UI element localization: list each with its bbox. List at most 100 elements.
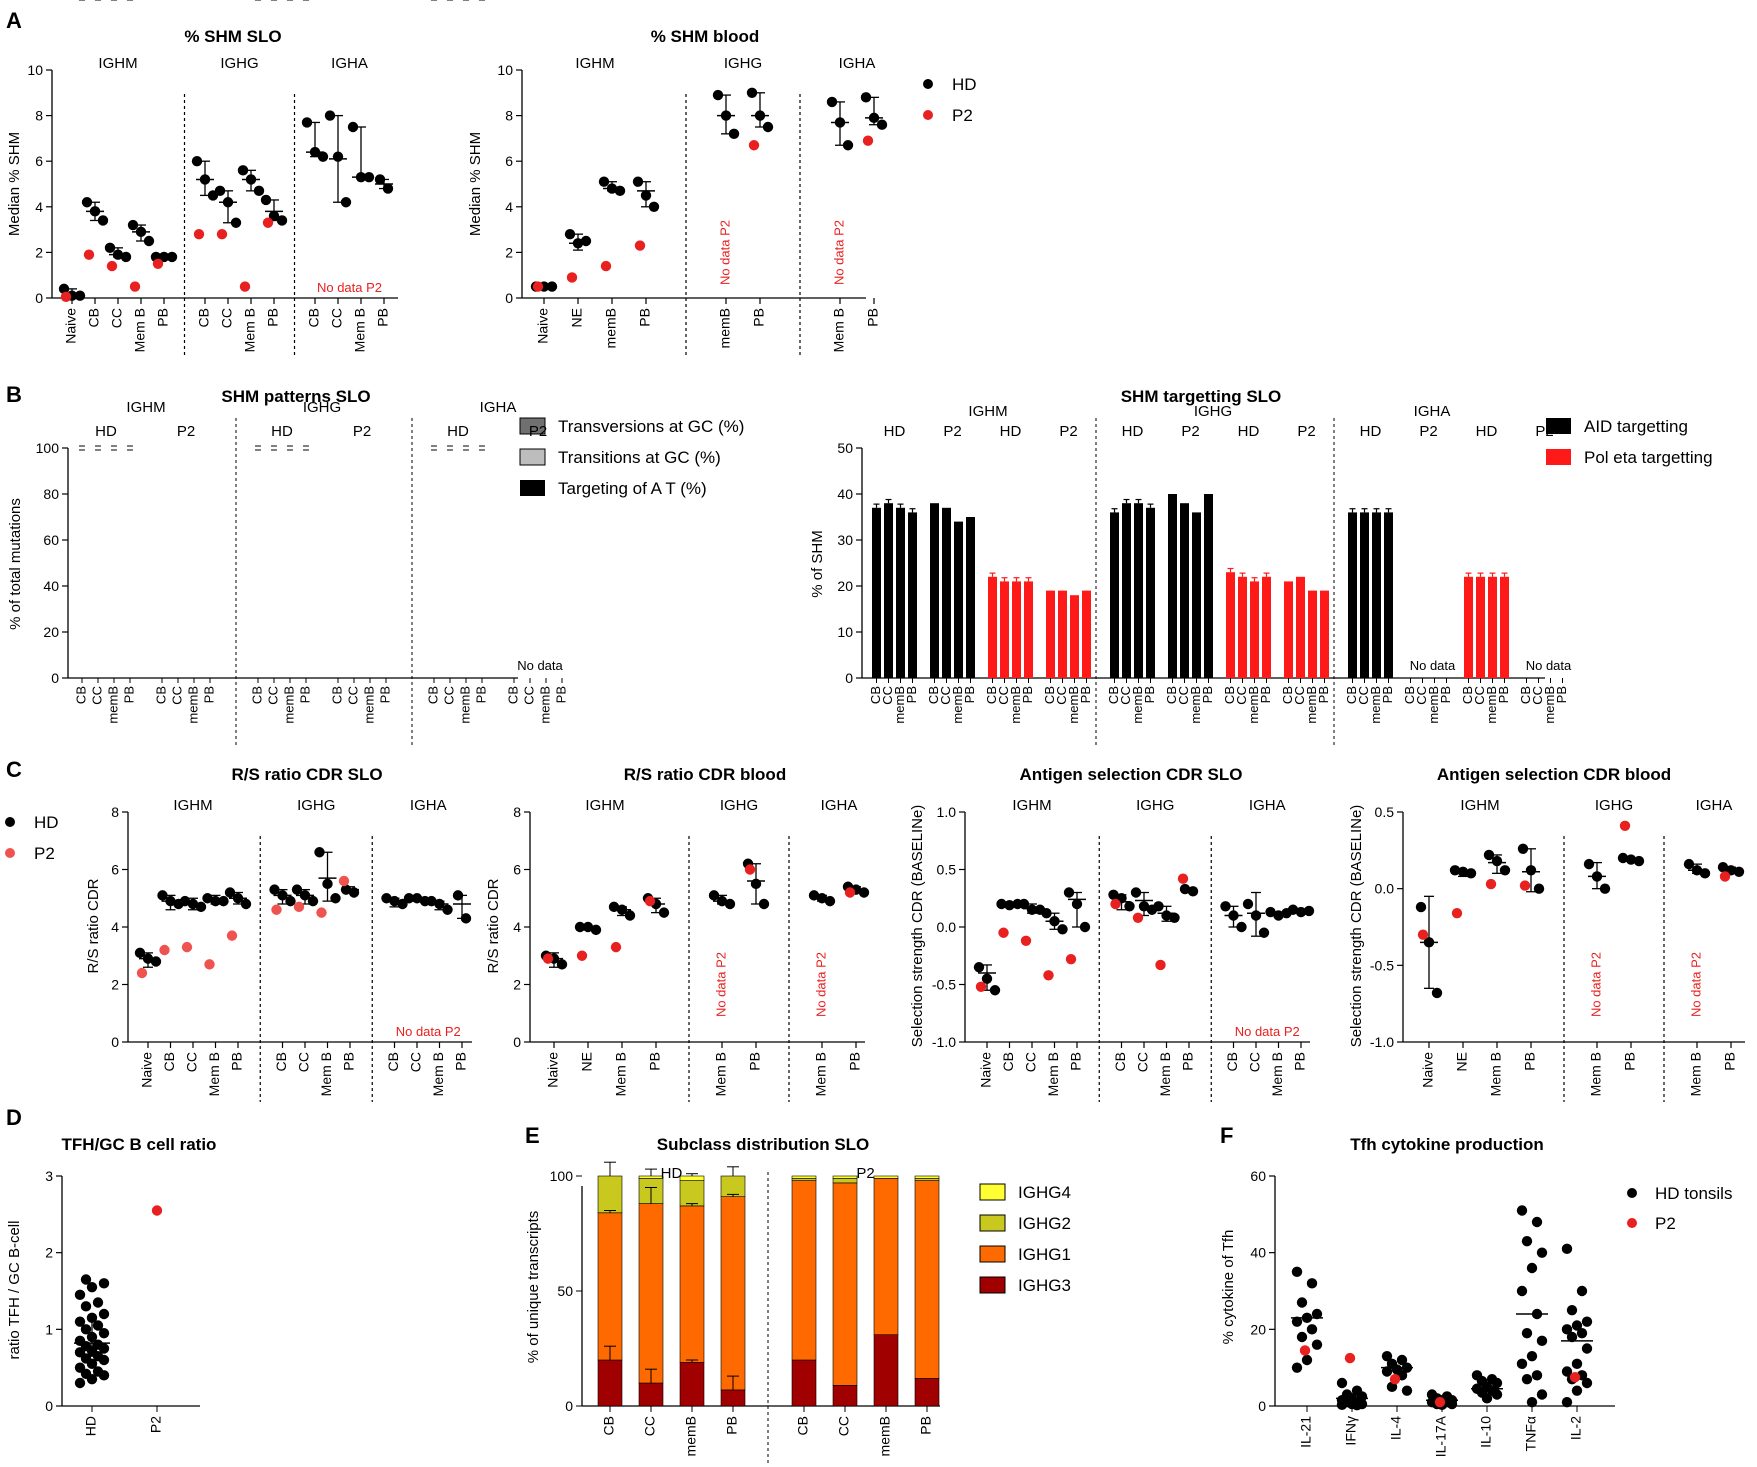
- chart-a2-p2-point: [532, 281, 544, 292]
- chart-title-c4: Antigen selection CDR blood: [1437, 765, 1671, 784]
- chart-c1-hd-point: [195, 901, 207, 913]
- legend-a-hd-label: HD: [952, 75, 977, 94]
- chart-e-bar-segment: [597, 1175, 623, 1214]
- chart-d-y-tick-label: 1: [45, 1321, 53, 1337]
- chart-c3-hd-point: [1049, 916, 1060, 927]
- chart-b2-bar: [1180, 503, 1189, 678]
- chart-a1-hd-point: [74, 290, 86, 301]
- chart-a2-hd-point: [720, 110, 732, 121]
- chart-e-bar-segment: [914, 1175, 940, 1179]
- chart-b2-block-label: P2: [1419, 423, 1437, 440]
- chart-b2-bar: [872, 507, 881, 678]
- chart-c3-hd-point: [1041, 908, 1052, 919]
- chart-a1-hd-point: [340, 197, 352, 208]
- chart-c2-hd-point: [716, 895, 728, 907]
- chart-b2-bar: [1000, 581, 1009, 678]
- chart-a1-p2-point: [60, 291, 72, 303]
- chart-a1-plot: 0 2 4 6 8 10 Naive CB CC Mem B PB IGHM CB CC Mem B PB IG…: [27, 55, 398, 358]
- chart-b1-x-tick-label: memB: [105, 686, 120, 724]
- chart-b2-plot: 01020304050CBCCmemBPBHDCBCCmemBPBP2CBCCm…: [837, 403, 1572, 748]
- chart-c1-x-tick-label: Mem B: [430, 1052, 446, 1096]
- chart-b2-bar: [930, 503, 939, 678]
- chart-b2-bar: [1146, 507, 1155, 678]
- ylabel-c2: R/S ratio CDR: [485, 878, 502, 973]
- chart-b2-x-tick-label: memB: [1008, 686, 1023, 724]
- chart-c4-group-label: IGHA: [1696, 797, 1733, 814]
- chart-a1-y-tick-label: 4: [35, 199, 43, 215]
- chart-c4-hd-point: [1691, 865, 1703, 876]
- chart-b1-y-tick-label: 60: [43, 532, 59, 548]
- chart-c4-x-tick-label: Mem B: [1588, 1052, 1604, 1096]
- chart-a1-x-tick-label: CC: [329, 308, 345, 328]
- chart-c3-x-tick-label: Mem B: [1157, 1052, 1173, 1096]
- chart-c4-hd-point: [1449, 865, 1461, 876]
- chart-c3-hd-point: [1057, 924, 1068, 935]
- panel-label-f: F: [1220, 1123, 1233, 1148]
- chart-a2-hd-point: [754, 110, 766, 121]
- chart-b2-x-tick-label: CC: [996, 686, 1011, 705]
- chart-c4-p2-point: [1485, 878, 1497, 890]
- chart-d-hd-point: [80, 1301, 92, 1312]
- chart-a1-hd-point: [97, 215, 109, 226]
- chart-e-bar-segment: [791, 1180, 817, 1361]
- chart-a1-hd-point: [276, 215, 288, 226]
- chart-b1-y-tick-label: 40: [43, 578, 59, 594]
- chart-b2-bar: [1238, 576, 1247, 678]
- chart-c3-hd-point: [1004, 899, 1015, 911]
- chart-a1-y-tick-label: 8: [35, 108, 43, 124]
- chart-d-hd-point: [74, 1335, 86, 1347]
- chart-b2-x-tick-label: CB: [868, 686, 883, 704]
- chart-c3-x-tick-label: CC: [1135, 1052, 1151, 1072]
- chart-a1-group-label: IGHM: [98, 55, 137, 72]
- chart-f-hd-point: [1581, 1316, 1593, 1327]
- chart-b2-x-tick-label: PB: [1380, 686, 1395, 703]
- legend-e-swatch-ighg2: [979, 1214, 1006, 1232]
- chart-b2-no-data-note: No data: [1410, 658, 1456, 673]
- legend-f-p2-label: P2: [1655, 1214, 1676, 1233]
- chart-a1-hd-point: [355, 171, 367, 183]
- chart-c4-hd-point: [1517, 843, 1529, 854]
- chart-b2-x-tick-label: PB: [1258, 686, 1273, 703]
- chart-c3-x-tick-label: Mem B: [1045, 1052, 1061, 1096]
- chart-a1-hd-point: [112, 249, 124, 260]
- chart-b2-no-data-note: No data: [1526, 658, 1572, 673]
- chart-b2-x-tick-label: CB: [984, 686, 999, 704]
- chart-b2-x-tick-label: PB: [1200, 686, 1215, 703]
- chart-f-hd-point: [1531, 1216, 1543, 1228]
- chart-c3-x-tick-label: Naive: [978, 1052, 994, 1088]
- chart-e-bar-segment: [914, 1378, 940, 1407]
- panel-label-e: E: [525, 1123, 540, 1148]
- chart-b2-x-tick-label: PB: [904, 686, 919, 703]
- chart-b2-block-label: HD: [1476, 423, 1498, 440]
- chart-a2-p2-point: [862, 135, 874, 146]
- chart-a2-x-tick-label: memB: [717, 308, 733, 348]
- chart-b2-bar: [1046, 590, 1055, 678]
- chart-b2-y-tick-label: 30: [837, 532, 853, 548]
- chart-c1-hd-point: [340, 884, 352, 895]
- chart-e-bar-segment: [720, 1389, 746, 1407]
- chart-f-hd-point: [1531, 1370, 1543, 1381]
- chart-title-c1: R/S ratio CDR SLO: [231, 765, 382, 784]
- chart-c3-group-label: IGHG: [1136, 797, 1174, 814]
- chart-f-hd-point: [1336, 1399, 1348, 1411]
- chart-b2-x-tick-label: memB: [1484, 686, 1499, 724]
- chart-a2-group-label: IGHA: [839, 55, 876, 72]
- chart-a1-hd-point: [253, 185, 265, 197]
- chart-c2-y-tick-label: 4: [513, 919, 521, 935]
- chart-c1-hd-point: [442, 904, 453, 915]
- chart-f-hd-point: [1521, 1327, 1533, 1339]
- chart-c4-hd-point: [1717, 862, 1729, 873]
- chart-b1-subgroup-label: HD: [95, 423, 117, 440]
- chart-a1-hd-point: [268, 210, 280, 222]
- chart-c1-hd-point: [240, 898, 252, 910]
- chart-c3-hd-point: [1161, 910, 1172, 921]
- chart-a1-y-tick-label: 6: [35, 153, 43, 169]
- chart-c4-hd-point: [1415, 901, 1427, 913]
- chart-c1-hd-point: [299, 890, 311, 901]
- chart-a2-no-data-note: No data P2: [717, 220, 732, 285]
- chart-b2-block-label: HD: [1000, 423, 1022, 440]
- chart-d-x-tick-label: HD: [83, 1416, 99, 1436]
- chart-c1-hd-point: [142, 953, 154, 964]
- chart-c1-x-tick-label: Mem B: [318, 1052, 334, 1096]
- chart-b1-x-tick-label: memB: [361, 686, 376, 724]
